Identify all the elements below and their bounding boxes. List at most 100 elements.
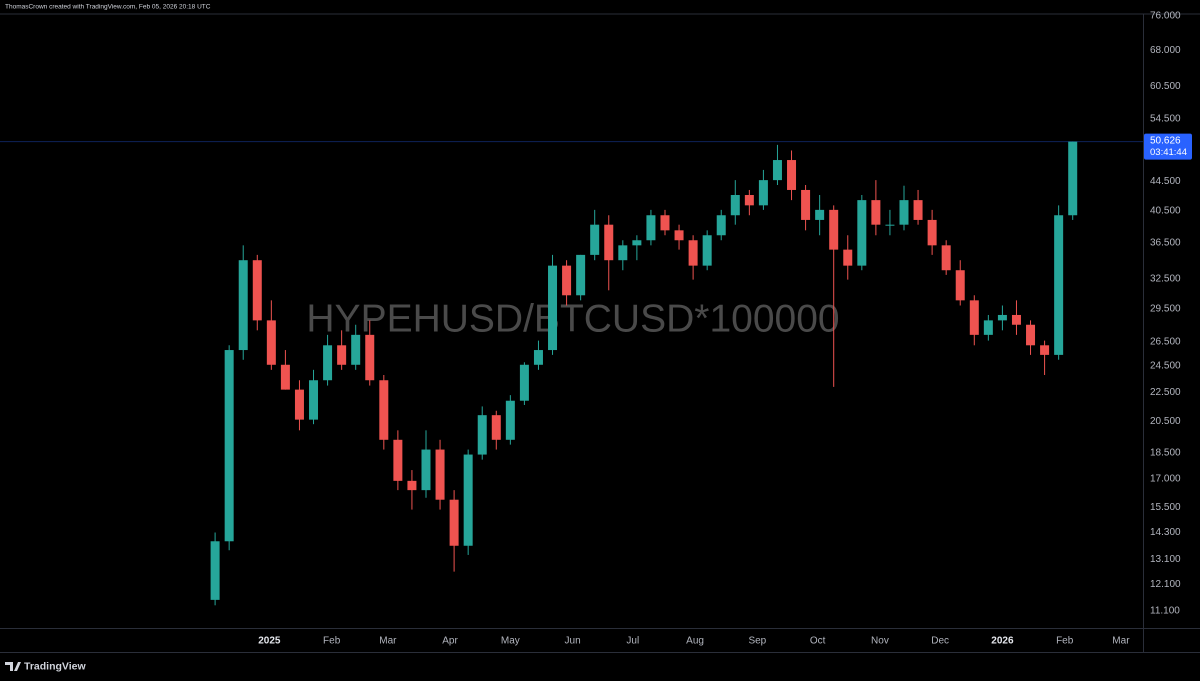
candle-body [702,235,712,266]
x-tick-label: Sep [748,636,766,647]
symbol-watermark: HYPEHUSD/BTCUSD*100000 [306,297,839,340]
y-tick-label: 32.500 [1150,273,1181,284]
candle-body [829,209,839,250]
candle-body [758,180,768,206]
x-tick-label: Mar [1112,636,1130,647]
y-tick-label: 17.000 [1150,474,1181,485]
y-tick-label: 68.000 [1150,45,1181,56]
x-tick-label: Dec [931,636,949,647]
candle-body [365,334,375,381]
y-tick-label: 20.500 [1150,416,1181,427]
x-tick-label: Jul [626,636,639,647]
candle-body [393,439,403,481]
x-tick-label: Aug [686,636,704,647]
countdown-label: 03:41:44 [1150,147,1187,158]
x-tick-label: Nov [871,636,889,647]
candle-body [871,200,881,225]
candle-body [843,249,853,266]
candle-body [210,541,220,600]
candle-body [238,260,248,351]
y-tick-label: 22.500 [1150,387,1181,398]
y-tick-label: 11.100 [1150,605,1180,616]
candles [210,141,1078,606]
candle-body [323,345,333,381]
y-tick-label: 15.500 [1150,502,1181,513]
candle-body [632,240,642,246]
candle-body [997,314,1007,321]
y-tick-label: 60.500 [1150,81,1181,92]
last-price-label: 50.626 [1150,135,1181,146]
candle-body [421,449,431,491]
candle-body [351,334,361,365]
y-tick-label: 14.300 [1150,527,1181,538]
candle-body [969,300,979,335]
x-tick-label: May [501,636,520,647]
candle-body [646,215,656,241]
brand-name: TradingView [24,660,86,672]
candle-body [1026,324,1036,346]
candle-body [899,200,909,225]
candle-body [266,320,276,365]
candle-body [787,160,797,190]
y-tick-label: 24.500 [1150,361,1181,372]
candle-body [280,364,290,390]
x-tick-label: 2025 [258,636,281,647]
candle-body [1011,314,1021,325]
candle-body [1068,141,1078,216]
y-tick-label: 13.100 [1150,554,1181,565]
candle-body [533,350,543,365]
y-tick-label: 44.500 [1150,176,1181,187]
candle-body [857,200,867,266]
x-tick-label: Oct [810,636,826,647]
candle-body [449,499,459,546]
candle-body [1040,345,1050,355]
candle-body [1054,215,1064,355]
candle-body [224,350,234,542]
candle-body [309,380,319,420]
candle-body [801,189,811,220]
candle-body [477,415,487,455]
y-tick-label: 54.500 [1150,113,1181,124]
x-tick-label: Mar [379,636,397,647]
candle-body [407,480,417,491]
candle-body [435,449,445,500]
y-tick-label: 40.500 [1150,205,1181,216]
x-tick-label: Feb [1056,636,1074,647]
candle-body [337,345,347,365]
x-tick-label: Apr [442,636,458,647]
x-tick-label: Jun [565,636,581,647]
brand-logo: TradingView [5,660,86,672]
candle-body [491,415,501,440]
candle-body [744,195,754,206]
candle-body [576,254,586,296]
candle-body [716,215,726,236]
y-tick-label: 12.100 [1150,579,1181,590]
candle-body [379,380,389,440]
y-tick-label: 26.500 [1150,336,1181,347]
candle-body [505,400,515,440]
y-tick-label: 18.500 [1150,448,1181,459]
candle-body [519,364,529,401]
candle-body [252,260,262,321]
candle-body [885,224,895,226]
candle-body [772,160,782,181]
candle-body [983,320,993,335]
x-tick-label: Feb [323,636,341,647]
candle-body [674,230,684,241]
y-tick-label: 29.500 [1150,303,1181,314]
candle-body [618,245,628,261]
candle-body [688,240,698,266]
brand-icon [5,662,21,671]
candle-body [913,200,923,220]
candle-body [562,265,572,296]
y-tick-label: 76.000 [1150,11,1181,22]
candle-body [548,265,558,351]
x-tick-label: 2026 [991,636,1014,647]
candle-body [815,209,825,220]
candle-body [294,389,304,420]
y-tick-label: 36.500 [1150,237,1181,248]
last-price-tag [1144,133,1192,160]
candle-body [590,224,600,255]
